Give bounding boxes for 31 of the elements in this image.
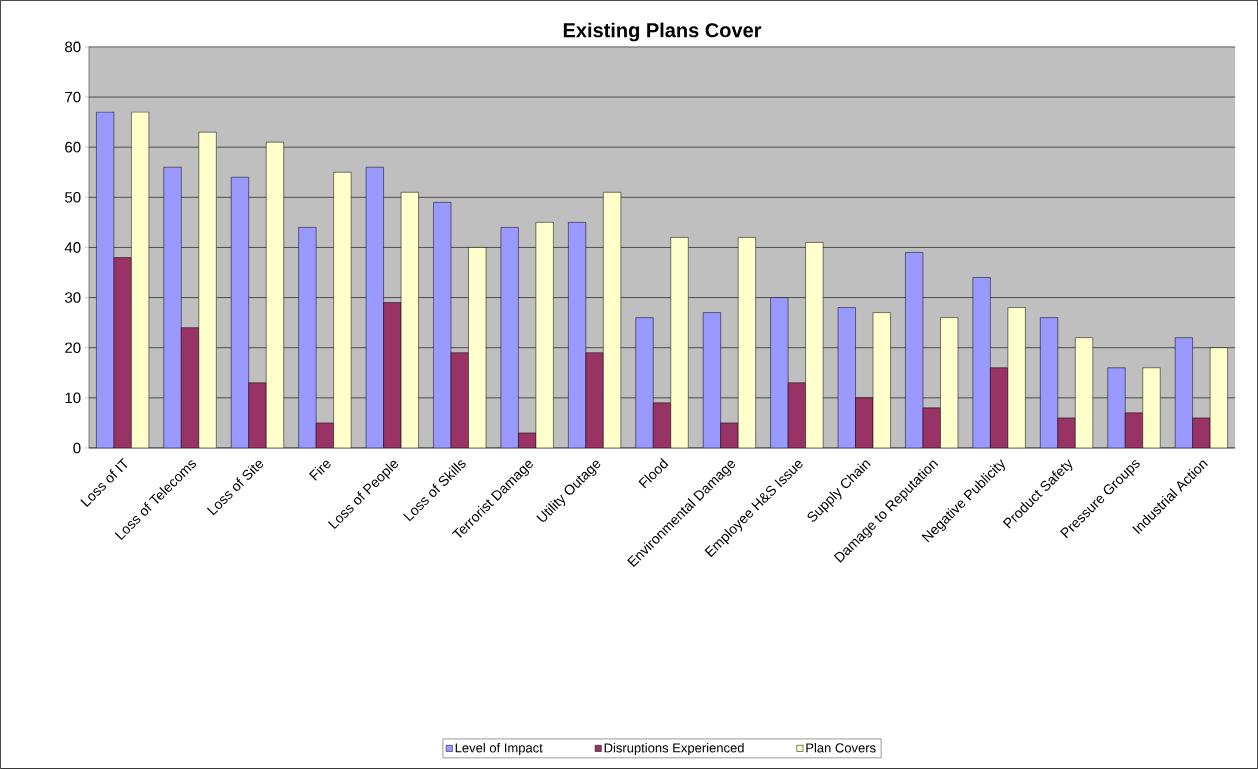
y-tick-label: 10 — [65, 392, 81, 404]
y-tick-label: 20 — [65, 342, 81, 354]
y-tick-label: 60 — [65, 141, 81, 153]
y-tick-label: 80 — [65, 41, 81, 53]
legend-label: Disruptions Experienced — [604, 742, 744, 756]
bar — [535, 222, 554, 448]
bar — [468, 247, 487, 448]
x-tick-label: Fire — [309, 460, 331, 481]
bar — [1142, 367, 1161, 448]
bar — [737, 237, 756, 448]
bar — [198, 131, 217, 448]
y-tick-label: 40 — [64, 242, 81, 253]
legend-label: Plan Covers — [806, 742, 876, 753]
bar — [940, 317, 959, 448]
bar — [333, 172, 352, 448]
y-tick-label: 70 — [65, 91, 81, 103]
chart-title: Existing Plans Cover — [563, 22, 762, 42]
bar — [603, 192, 622, 448]
y-tick-label: 30 — [64, 292, 81, 303]
bar — [1075, 337, 1094, 448]
bar — [265, 141, 284, 448]
bar — [670, 237, 689, 448]
bar — [400, 192, 419, 448]
legend-label: Level of Impact — [455, 742, 543, 756]
bar — [1209, 347, 1228, 448]
bar — [872, 312, 891, 448]
bar — [805, 242, 824, 448]
bar — [1007, 307, 1026, 448]
y-tick-label: 50 — [65, 192, 81, 203]
y-tick-label: 0 — [73, 442, 81, 454]
bar — [131, 111, 150, 448]
